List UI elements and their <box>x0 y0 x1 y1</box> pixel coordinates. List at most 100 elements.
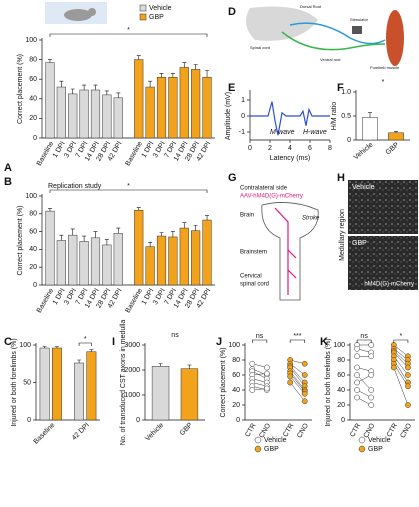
bar <box>90 89 101 139</box>
point <box>301 398 308 405</box>
y-tick-label: 100 <box>19 342 31 349</box>
panel-label: G <box>228 172 237 184</box>
error-bar <box>82 84 87 90</box>
bar <box>56 240 66 286</box>
micrograph <box>348 236 418 290</box>
legend-label: GBP <box>368 446 383 453</box>
error-bar <box>205 70 210 78</box>
bracket <box>356 339 372 343</box>
point <box>249 360 256 367</box>
bar <box>168 236 178 286</box>
point <box>354 394 360 401</box>
error-bar <box>77 359 82 363</box>
bar <box>134 209 144 286</box>
diagram-label: Dorsal Root <box>300 4 322 9</box>
panel-label: I <box>112 336 115 348</box>
diagram-label: Stimulator <box>350 17 369 22</box>
error-bar <box>47 208 52 212</box>
error-bar <box>148 80 153 88</box>
error-bar <box>116 227 121 234</box>
y-axis-label: Injured or both forelimbs (%) <box>11 338 18 426</box>
x-tick-label: 6 <box>308 145 312 152</box>
pair-line <box>289 382 305 402</box>
x-tick-label: CNO <box>399 422 413 439</box>
x-tick-label: 0 <box>248 145 252 152</box>
significance: *** <box>293 333 301 340</box>
bar <box>202 219 212 286</box>
point <box>301 360 308 367</box>
diagram-label: Forelimb muscle <box>370 65 400 70</box>
dorsal-nerve <box>289 22 386 45</box>
panel-label: F <box>337 82 344 94</box>
bar <box>102 94 112 139</box>
image-label: GBP <box>352 240 367 247</box>
y-tick-label: 20 <box>29 264 37 271</box>
significance: ns <box>256 333 264 340</box>
y-tick-label: 1.0 <box>341 89 351 96</box>
bar <box>74 362 85 421</box>
spinal-cord <box>246 6 318 41</box>
error-bar <box>159 232 164 237</box>
error-bar <box>104 239 109 245</box>
y-tick-label: 60 <box>29 228 37 235</box>
point <box>368 342 375 348</box>
point <box>287 373 294 380</box>
pair-line <box>356 374 372 391</box>
annotation: H-wave <box>303 129 327 136</box>
diagram-label: AAV-hM4D(G)-mCherry <box>240 194 303 200</box>
point <box>368 387 375 393</box>
error-bar <box>158 363 163 367</box>
error-bar <box>116 92 121 98</box>
mouse-icon <box>64 9 92 21</box>
error-bar <box>42 346 47 348</box>
panel-label: H <box>337 172 345 184</box>
y-tick-label: 1000 <box>124 392 140 399</box>
y-axis-label: Correct placement (%) <box>220 347 227 417</box>
bar <box>45 62 55 139</box>
y-tick-label: 0 <box>236 417 240 424</box>
bar <box>362 117 378 141</box>
y-tick-label: 40 <box>29 96 37 103</box>
point <box>301 390 308 397</box>
point <box>263 364 270 371</box>
image-label: Medullary region <box>339 209 346 261</box>
y-tick-label: 3000 <box>124 342 140 349</box>
y-tick-label: 60 <box>29 76 37 83</box>
pair-line <box>393 367 409 406</box>
y-tick-label: 0 <box>136 417 140 424</box>
bar <box>179 67 189 139</box>
error-bar <box>182 222 187 229</box>
error-bar <box>193 64 198 70</box>
diagram-g: G Contralateral side AAV-hM4D(G)-mCherry… <box>228 172 320 301</box>
y-tick-label: 0 <box>27 417 31 424</box>
error-bar <box>193 225 198 231</box>
legend-label: Vehicle <box>264 437 287 444</box>
error-bar <box>394 131 398 133</box>
significance: * <box>382 79 385 86</box>
image-label: Vehicle <box>352 184 375 191</box>
muscle <box>386 10 404 66</box>
significance: ns <box>360 333 368 340</box>
bar <box>86 351 97 421</box>
legend-label: Vehicle <box>368 437 391 444</box>
point <box>405 383 411 390</box>
error-bar <box>59 80 64 88</box>
point <box>263 370 270 377</box>
brain-outline <box>261 202 319 301</box>
error-bar <box>136 207 141 211</box>
point <box>301 372 308 378</box>
bar <box>180 368 199 421</box>
diagram-label: Spinal cord <box>250 45 270 50</box>
stimulator <box>352 26 362 34</box>
diagram-label: Ventral root <box>320 57 341 62</box>
diagram-label: spinal cord <box>240 282 269 288</box>
bracket <box>393 339 409 343</box>
error-bar <box>47 59 52 63</box>
y-axis-label: Correct placement (%) <box>17 54 24 124</box>
point <box>354 387 360 393</box>
diagram-label: Cervical <box>240 274 262 280</box>
y-tick-label: 100 <box>228 342 240 349</box>
bar <box>145 246 155 286</box>
diagram-label: Contralateral side <box>240 186 288 192</box>
